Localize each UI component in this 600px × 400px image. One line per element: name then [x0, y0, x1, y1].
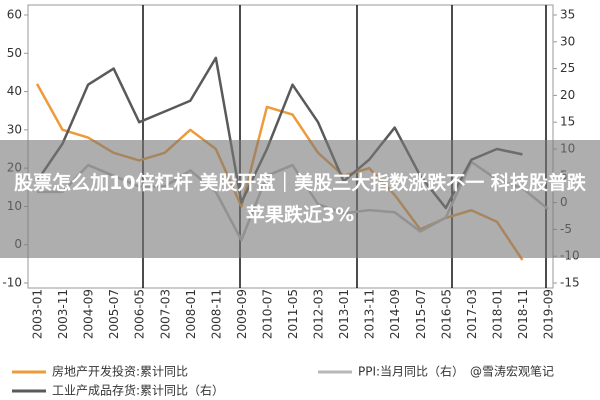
y2-tick-label: 15: [560, 115, 575, 129]
y-tick-label: 60: [7, 8, 22, 22]
x-tick-label: 2003-01: [31, 289, 45, 339]
x-tick-label: 2013-11: [363, 289, 377, 339]
x-tick-label: 2010-07: [260, 289, 274, 339]
legend-label: 工业产成品存货:累计同比（右）: [52, 383, 224, 398]
y2-tick-label: -15: [560, 276, 580, 290]
x-tick-label: 2009-09: [235, 289, 249, 339]
y2-tick-label: 20: [560, 88, 575, 102]
x-tick-label: 2005-07: [107, 289, 121, 339]
x-tick-label: 2008-11: [209, 289, 223, 339]
x-tick-label: 2006-05: [133, 289, 147, 339]
y-tick-label: 40: [7, 84, 22, 98]
x-tick-label: 2015-07: [414, 289, 428, 339]
y2-tick-label: 25: [560, 61, 575, 75]
y-tick-label: 50: [7, 46, 22, 60]
watermark: @雪涛宏观笔记: [470, 364, 554, 379]
y2-tick-label: 35: [560, 8, 575, 22]
x-tick-label: 2017-03: [465, 289, 479, 339]
x-tick-label: 2007-03: [158, 289, 172, 339]
x-tick-label: 2011-05: [286, 289, 300, 339]
legend-label: 房地产开发投资:累计同比: [52, 364, 188, 379]
x-tick-label: 2004-09: [82, 289, 96, 339]
legend-label: PPI:当月同比（右）: [358, 364, 464, 379]
x-tick-label: 2019-09: [542, 289, 556, 339]
y-tick-label: 30: [7, 122, 22, 136]
y2-tick-label: 30: [560, 34, 575, 48]
y-tick-label: -10: [2, 276, 22, 290]
x-tick-label: 2003-11: [56, 289, 70, 339]
x-tick-label: 2012-03: [312, 289, 326, 339]
x-tick-label: 2014-09: [388, 289, 402, 339]
banner: 股票怎么加10倍杠杆 美股开盘｜美股三大指数涨跌不一 科技股普跌 苹果跌近3%: [0, 140, 600, 258]
x-tick-label: 2018-11: [516, 289, 530, 339]
x-tick-label: 2016-05: [439, 289, 453, 339]
x-tick-label: 2008-01: [184, 289, 198, 339]
x-tick-label: 2013-01: [337, 289, 351, 339]
x-tick-label: 2018-01: [490, 289, 504, 339]
